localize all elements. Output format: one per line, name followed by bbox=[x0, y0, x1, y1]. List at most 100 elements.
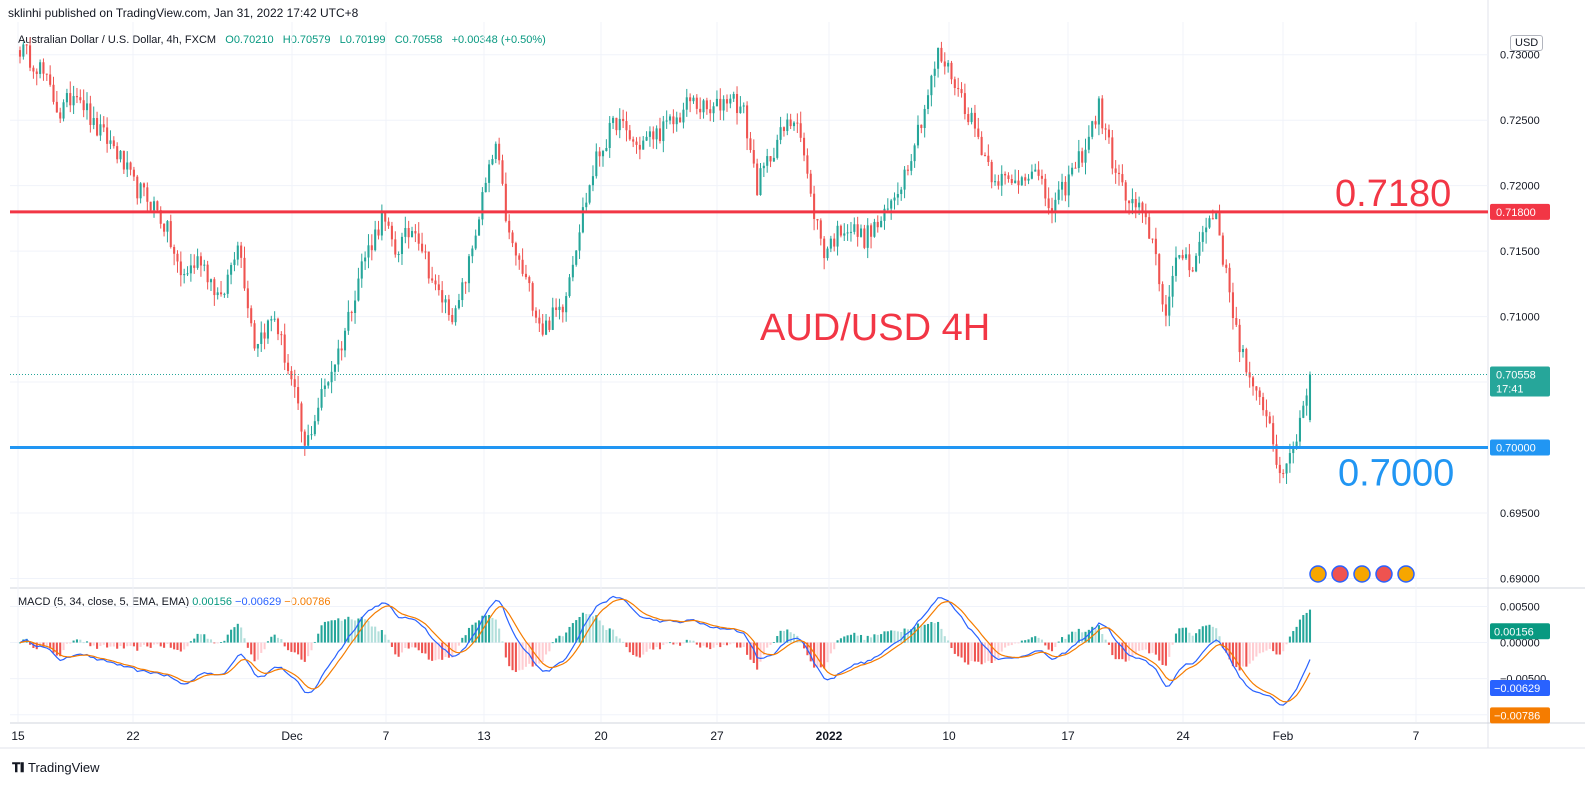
candle-body bbox=[169, 221, 172, 247]
macd-histogram-bar bbox=[876, 634, 879, 643]
macd-histogram-bar bbox=[367, 620, 370, 643]
macd-label[interactable]: MACD (5, 34, close, 5, EMA, EMA) bbox=[18, 596, 190, 608]
macd-histogram-bar bbox=[333, 620, 336, 643]
candle-body bbox=[561, 306, 564, 313]
macd-histogram-bar bbox=[467, 627, 471, 643]
macd-histogram-bar bbox=[538, 642, 541, 664]
macd-histogram-bar bbox=[233, 627, 236, 643]
candle-body bbox=[196, 256, 199, 268]
candle-body bbox=[702, 100, 705, 113]
candle-body bbox=[983, 155, 987, 157]
symbol-name[interactable]: Australian Dollar / U.S. Dollar, 4h, FXC… bbox=[18, 34, 217, 46]
candle-body bbox=[987, 155, 990, 162]
macd-histogram-bar bbox=[1050, 642, 1054, 652]
candle-body bbox=[481, 192, 484, 220]
candle-body bbox=[246, 288, 249, 309]
time-tick-label: 2022 bbox=[816, 729, 843, 743]
macd-histogram-bar bbox=[183, 642, 186, 650]
candle-body bbox=[1178, 255, 1181, 258]
high-value: 0.70579 bbox=[290, 34, 331, 46]
macd-histogram-bar bbox=[407, 642, 410, 649]
macd-histogram-bar bbox=[612, 629, 615, 643]
macd-histogram-bar bbox=[350, 619, 353, 643]
macd-histogram-bar bbox=[1131, 642, 1134, 657]
candle-body bbox=[913, 145, 916, 162]
candle-body bbox=[715, 98, 718, 107]
candle-body bbox=[186, 273, 189, 275]
candle-body bbox=[826, 248, 829, 259]
macd-histogram-bar bbox=[692, 640, 695, 643]
currency-button[interactable]: USD bbox=[1510, 35, 1544, 51]
candle-body bbox=[585, 202, 588, 208]
candle-body bbox=[967, 114, 970, 123]
macd-histogram-bar bbox=[923, 624, 926, 643]
macd-histogram-bar bbox=[575, 620, 578, 643]
candle-body bbox=[799, 123, 802, 138]
macd-histogram-bar bbox=[491, 617, 494, 643]
macd-histogram-bar bbox=[303, 642, 306, 662]
macd-histogram-bar bbox=[484, 615, 487, 643]
macd-histogram-bar bbox=[243, 638, 246, 643]
candle-body bbox=[625, 121, 628, 131]
macd-histogram-bar bbox=[508, 642, 511, 667]
macd-histogram-bar bbox=[327, 621, 330, 643]
macd-histogram-bar bbox=[370, 626, 373, 643]
macd-histogram-bar bbox=[950, 642, 953, 649]
candle-body bbox=[705, 100, 708, 110]
footer-brand-text: TradingView bbox=[27, 760, 100, 775]
macd-histogram-bar bbox=[390, 642, 393, 647]
level-axis-tag bbox=[1490, 203, 1550, 220]
macd-histogram-bar bbox=[518, 642, 521, 671]
candle-body bbox=[156, 201, 159, 211]
macd-histogram-bar bbox=[1091, 626, 1094, 643]
macd-histogram-bar bbox=[216, 642, 219, 644]
candle-body bbox=[270, 319, 273, 321]
macd-histogram-bar bbox=[739, 642, 742, 648]
candle-body bbox=[926, 95, 930, 109]
candle-body bbox=[1014, 180, 1017, 184]
candle-body bbox=[1215, 213, 1218, 220]
macd-line-value: −0.00629 bbox=[235, 596, 282, 608]
candle-body bbox=[394, 239, 397, 255]
candle-body bbox=[1087, 136, 1090, 150]
candle-body bbox=[823, 238, 826, 259]
candle-body bbox=[1037, 169, 1040, 176]
candle-body bbox=[648, 131, 651, 137]
candle-body bbox=[612, 117, 615, 123]
candle-body bbox=[32, 67, 35, 72]
macd-histogram-bar bbox=[839, 638, 842, 643]
candle-body bbox=[290, 370, 293, 380]
candle-body bbox=[340, 348, 343, 351]
candle-body bbox=[142, 183, 146, 188]
candle-body bbox=[622, 118, 625, 122]
macd-histogram-bar bbox=[883, 631, 886, 643]
candle-body bbox=[303, 431, 306, 446]
candle-body bbox=[1161, 284, 1164, 305]
macd-histogram-bar bbox=[1205, 625, 1208, 643]
candle-body bbox=[1067, 174, 1070, 196]
candle-body bbox=[1282, 473, 1285, 475]
candle-body bbox=[1040, 175, 1043, 179]
candle-body bbox=[1020, 177, 1023, 186]
candle-body bbox=[511, 232, 514, 244]
candle-body bbox=[1061, 181, 1064, 190]
macd-histogram-bar bbox=[287, 642, 290, 651]
candle-body bbox=[266, 320, 269, 339]
candle-body bbox=[1225, 264, 1228, 268]
candle-body bbox=[216, 292, 219, 296]
macd-histogram-bar bbox=[1272, 642, 1275, 652]
change-value: +0.00348 (+0.50%) bbox=[451, 34, 546, 46]
candle-body bbox=[1071, 167, 1074, 175]
candle-body bbox=[1238, 324, 1241, 353]
candle-body bbox=[447, 299, 450, 315]
macd-histogram-bar bbox=[1208, 624, 1211, 643]
candle-body bbox=[1265, 410, 1268, 417]
macd-histogram-bar bbox=[782, 630, 785, 643]
candle-body bbox=[293, 379, 296, 388]
macd-histogram-bar bbox=[1148, 642, 1151, 654]
macd-histogram-bar bbox=[1288, 636, 1291, 643]
macd-histogram-bar bbox=[759, 642, 762, 662]
close-value: 0.70558 bbox=[402, 34, 443, 46]
candle-body bbox=[581, 207, 584, 233]
